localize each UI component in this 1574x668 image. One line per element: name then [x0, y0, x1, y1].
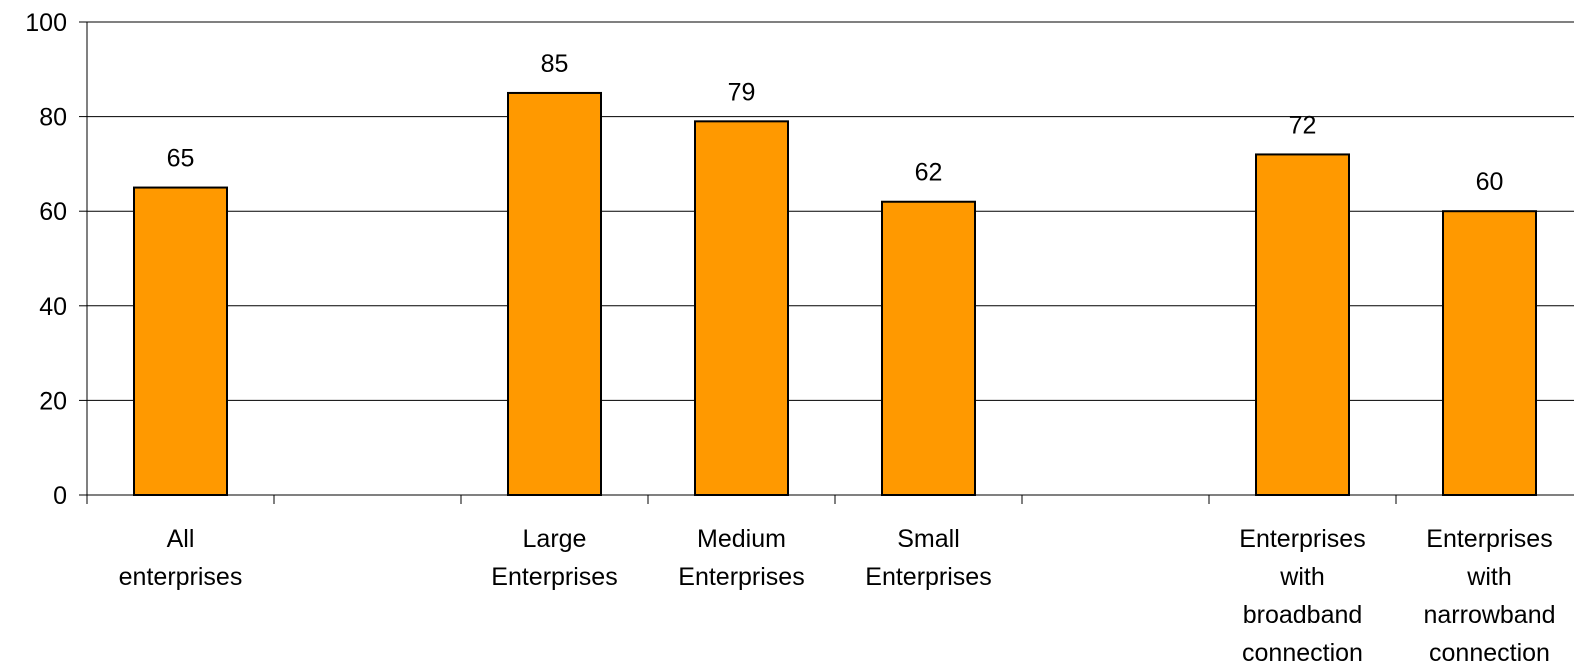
- category-label: narrowband: [1423, 601, 1555, 629]
- data-label: 62: [915, 159, 943, 187]
- bars: [133, 91, 1537, 497]
- category-label: enterprises: [119, 563, 243, 591]
- bar: [881, 200, 976, 497]
- data-label: 60: [1476, 168, 1504, 196]
- category-label: Enterprises: [678, 563, 804, 591]
- category-label: with: [1466, 563, 1511, 591]
- data-labels: 65 85 79 62 72 60: [167, 50, 1504, 196]
- bar: [507, 91, 602, 496]
- category-label: with: [1279, 563, 1324, 591]
- category-label: Small: [897, 525, 960, 553]
- bar: [1442, 210, 1537, 496]
- data-label: 85: [541, 50, 569, 78]
- category-label: Enterprises: [1239, 525, 1365, 553]
- y-tick-label: 40: [39, 293, 67, 321]
- y-tick-label: 100: [25, 9, 67, 37]
- bar: [694, 120, 789, 497]
- bar: [1255, 153, 1350, 496]
- y-tick-label: 20: [39, 387, 67, 415]
- category-label: Medium: [697, 525, 786, 553]
- category-label: connection: [1242, 639, 1363, 667]
- category-label: Large: [523, 525, 587, 553]
- data-label: 72: [1289, 111, 1317, 139]
- category-label: connection: [1429, 639, 1550, 667]
- category-label: Enterprises: [491, 563, 617, 591]
- category-label: All: [167, 525, 195, 553]
- data-label: 65: [167, 145, 195, 173]
- category-label: Enterprises: [865, 563, 991, 591]
- bar: [133, 186, 228, 497]
- y-tick-label: 60: [39, 198, 67, 226]
- category-labels: All enterprises Large Enterprises Medium Ente…: [119, 525, 1556, 667]
- category-label: Enterprises: [1426, 525, 1552, 553]
- x-axis: [86, 494, 1574, 504]
- gridlines: [87, 21, 1574, 401]
- y-tick-label: 80: [39, 104, 67, 132]
- category-label: broadband: [1243, 601, 1363, 629]
- y-axis: 0 20 40 60 80 100: [25, 9, 88, 510]
- data-label: 79: [728, 78, 756, 106]
- y-tick-label: 0: [53, 482, 67, 510]
